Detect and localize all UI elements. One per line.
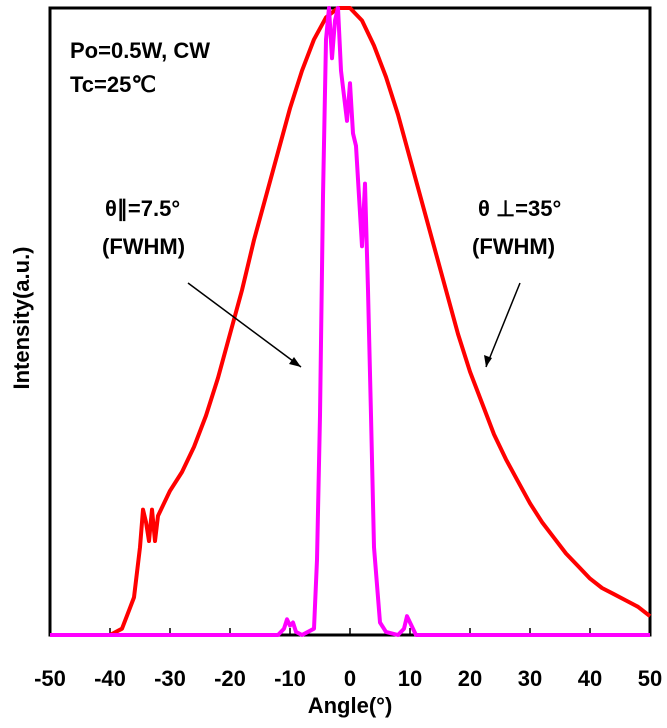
y-axis-label: Intensity(a.u.) [9, 246, 34, 390]
x-tick-label: -10 [274, 666, 306, 691]
perp-fwhm-label: (FWHM) [472, 234, 556, 259]
x-tick-label: -20 [214, 666, 246, 691]
x-tick-label: 10 [398, 666, 422, 691]
x-tick-label: -50 [34, 666, 66, 691]
x-tick-label: -30 [154, 666, 186, 691]
series-group [50, 6, 652, 637]
x-tick-label: 50 [638, 666, 662, 691]
parallel-arrowhead [289, 357, 301, 367]
parallel-label: θ∥=7.5° [105, 196, 181, 221]
x-axis-label: Angle(°) [307, 693, 393, 718]
x-tick-label: 30 [518, 666, 542, 691]
parallel-arrow [187, 282, 302, 368]
perp-arrowhead [484, 355, 492, 367]
series-line-parallel [50, 6, 650, 637]
parallel-fwhm-label: (FWHM) [102, 234, 186, 259]
perp-arrow [485, 282, 521, 368]
x-tick-label: 0 [344, 666, 356, 691]
x-tick-label: -40 [94, 666, 126, 691]
perp-label: θ ⊥=35° [478, 196, 562, 221]
conditions-line-2: Tc=25℃ [70, 72, 157, 97]
x-tick-label: 20 [458, 666, 482, 691]
x-tick-labels: -50 -40 -30 -20 -10 0 10 20 30 40 50 [34, 666, 662, 691]
conditions-line-1: Po=0.5W, CW [70, 38, 210, 63]
x-tick-label: 40 [578, 666, 602, 691]
